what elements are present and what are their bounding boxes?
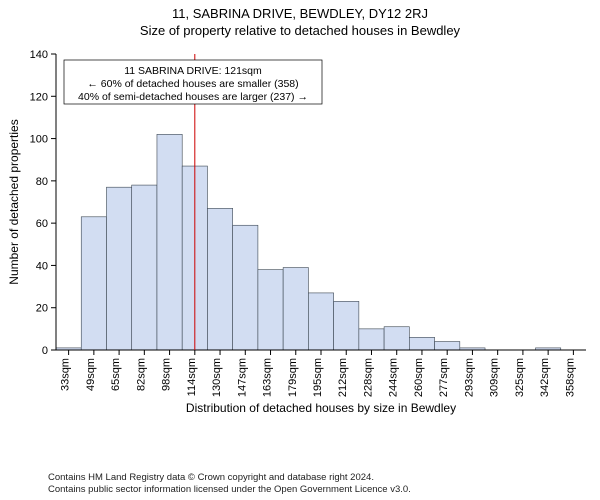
x-tick-label: 277sqm (438, 358, 450, 397)
bar (359, 329, 384, 350)
annotation-line: 40% of semi-detached houses are larger (… (78, 91, 308, 103)
x-tick-label: 244sqm (388, 358, 400, 397)
x-tick-label: 130sqm (211, 358, 223, 397)
y-tick-label: 20 (36, 303, 48, 315)
bar (435, 342, 460, 350)
x-tick-label: 98sqm (161, 358, 173, 391)
x-tick-label: 228sqm (362, 358, 374, 397)
x-tick-label: 358sqm (564, 358, 576, 397)
title-address: 11, SABRINA DRIVE, BEWDLEY, DY12 2RJ (0, 6, 600, 21)
footer-attribution: Contains HM Land Registry data © Crown c… (48, 472, 411, 496)
x-tick-label: 260sqm (413, 358, 425, 397)
x-tick-label: 212sqm (337, 358, 349, 397)
x-tick-label: 49sqm (85, 358, 97, 391)
bar (283, 268, 308, 350)
y-tick-label: 0 (42, 345, 48, 357)
bar (207, 208, 232, 350)
x-axis-label: Distribution of detached houses by size … (186, 401, 456, 415)
x-tick-label: 309sqm (489, 358, 501, 397)
bar (334, 301, 359, 350)
bar (157, 134, 182, 350)
bar (106, 187, 131, 350)
bar (384, 327, 409, 350)
x-tick-label: 163sqm (262, 358, 274, 397)
chart-container: 11, SABRINA DRIVE, BEWDLEY, DY12 2RJ Siz… (0, 0, 600, 500)
x-tick-label: 65sqm (110, 358, 122, 391)
x-tick-label: 195sqm (312, 358, 324, 397)
x-tick-label: 114sqm (186, 358, 198, 396)
annotation-line: ← 60% of detached houses are smaller (35… (87, 78, 298, 90)
bar (132, 185, 157, 350)
bar (233, 225, 258, 350)
x-tick-label: 293sqm (463, 358, 475, 397)
x-tick-label: 33sqm (60, 358, 72, 391)
x-tick-label: 342sqm (539, 358, 551, 397)
y-tick-label: 80 (36, 176, 48, 188)
title-subtitle: Size of property relative to detached ho… (0, 23, 600, 38)
y-tick-label: 40 (36, 260, 48, 272)
footer-line-2: Contains public sector information licen… (48, 484, 411, 496)
y-tick-label: 100 (30, 134, 48, 146)
x-tick-label: 325sqm (514, 358, 526, 397)
title-block: 11, SABRINA DRIVE, BEWDLEY, DY12 2RJ Siz… (0, 0, 600, 38)
bar (81, 217, 106, 350)
annotation-line: 11 SABRINA DRIVE: 121sqm (124, 65, 262, 77)
y-tick-label: 140 (30, 49, 48, 61)
y-tick-label: 60 (36, 218, 48, 230)
histogram-svg: 0 20 40 60 80 100 120 140 33sqm 49sqm 65sqm 82sqm 9… (0, 42, 600, 440)
footer-line-1: Contains HM Land Registry data © Crown c… (48, 472, 411, 484)
x-tick-label: 82sqm (135, 358, 147, 391)
x-tick-label: 179sqm (287, 358, 299, 397)
bar (258, 270, 283, 350)
bar (308, 293, 333, 350)
y-tick-label: 120 (30, 91, 48, 103)
y-axis-label: Number of detached properties (7, 119, 21, 284)
annotation-box: 11 SABRINA DRIVE: 121sqm ← 60% of detach… (64, 60, 322, 104)
x-tick-label: 147sqm (236, 358, 248, 397)
bar (409, 337, 434, 350)
